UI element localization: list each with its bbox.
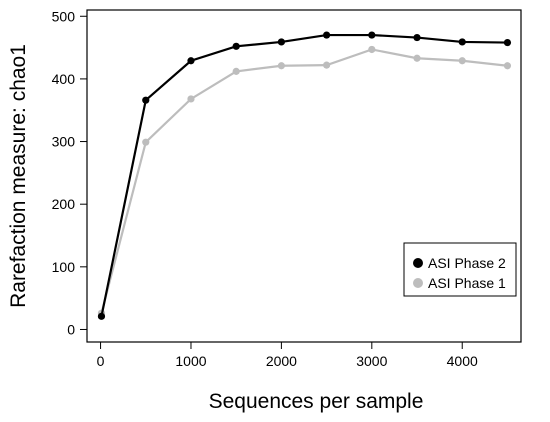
data-point-series-0 (232, 42, 240, 50)
data-point-series-1 (232, 67, 240, 75)
x-tick-label: 4000 (447, 353, 478, 369)
y-tick-label: 100 (52, 259, 76, 275)
data-point-series-0 (187, 57, 195, 65)
legend-label-series-0: ASI Phase 2 (428, 255, 506, 271)
y-tick-label: 0 (67, 321, 75, 337)
data-point-series-0 (277, 38, 285, 46)
legend-label-series-1: ASI Phase 1 (428, 275, 506, 291)
data-point-series-0 (368, 31, 376, 39)
data-point-series-0 (503, 38, 512, 47)
legend-box (403, 242, 517, 297)
x-tick-label: 3000 (356, 353, 387, 369)
x-axis: 0 1000 2000 3000 4000 (97, 342, 478, 369)
x-tick-label: 1000 (175, 353, 206, 369)
data-point-series-1 (413, 54, 421, 62)
data-point-series-1 (277, 62, 285, 70)
data-point-series-1 (323, 61, 331, 69)
y-tick-label: 300 (52, 134, 76, 150)
plot-frame (86, 9, 522, 343)
series-layer (97, 31, 512, 320)
data-point-series-0 (97, 312, 106, 320)
x-tick-label: 0 (97, 353, 105, 369)
y-axis: 0 100 200 300 400 500 (52, 8, 87, 337)
data-point-series-1 (458, 57, 466, 65)
y-axis-title: Rarefaction measure: chao1 (7, 44, 30, 308)
series-0 (97, 31, 512, 320)
data-point-series-1 (187, 95, 195, 103)
data-point-series-0 (413, 33, 421, 42)
x-tick-label: 2000 (266, 353, 297, 369)
y-tick-label: 500 (52, 8, 76, 24)
y-tick-label: 400 (52, 71, 76, 87)
data-point-series-0 (142, 96, 150, 104)
series-line-1 (100, 48, 508, 314)
y-tick-label: 200 (52, 196, 76, 212)
data-point-series-1 (142, 138, 150, 146)
data-point-series-0 (323, 31, 331, 39)
x-axis-title: Sequences per sample (209, 390, 424, 413)
legend-marker-series-1 (413, 278, 423, 288)
data-point-series-1 (368, 45, 376, 54)
legend-marker-series-0 (413, 258, 423, 268)
data-point-series-1 (503, 62, 512, 70)
legend: ASI Phase 2 ASI Phase 1 (403, 242, 517, 297)
data-point-series-0 (458, 38, 466, 46)
series-line-0 (100, 33, 508, 317)
